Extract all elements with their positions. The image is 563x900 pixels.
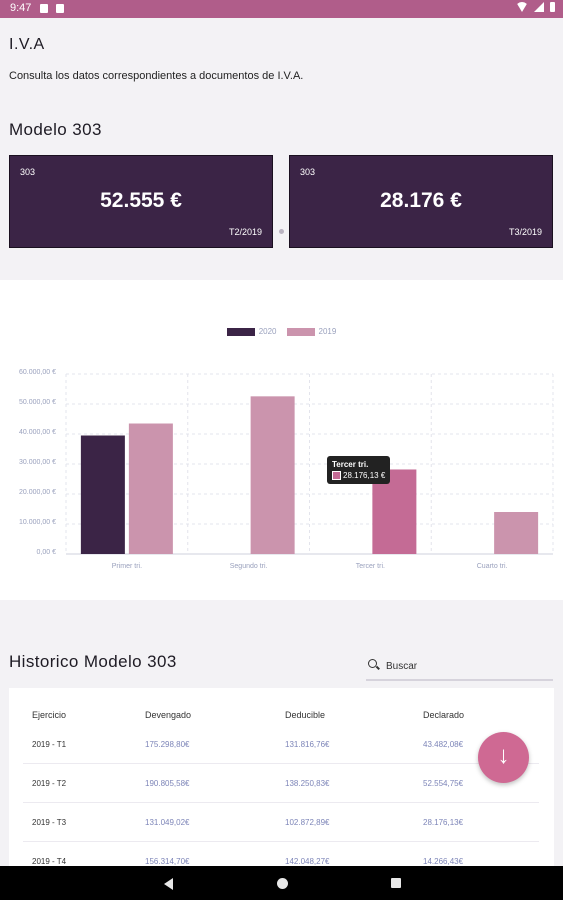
card-label: 303: [20, 167, 36, 177]
carousel-indicator: [279, 229, 284, 234]
cell-devengado: 156.314,70€: [145, 857, 190, 866]
modelo-title: Modelo 303: [9, 120, 102, 139]
status-bar: 9:47: [0, 0, 563, 18]
chart-tooltip: Tercer tri. 28.176,13 €: [327, 456, 391, 484]
page-subtitle: Consulta los datos correspondientes a do…: [9, 70, 304, 82]
y-tick-label: 30.000,00 €: [19, 459, 56, 466]
column-header-ejercicio[interactable]: Ejercicio: [32, 710, 67, 720]
y-tick-label: 60.000,00 €: [19, 369, 56, 376]
home-icon[interactable]: [277, 878, 288, 889]
legend-item-2019[interactable]: 2019: [286, 327, 337, 336]
legend-swatch: [226, 327, 255, 336]
page-title: I.V.A: [9, 36, 45, 53]
bar-2019-1[interactable]: [128, 423, 173, 555]
cell-declarado: 14.266,43€: [423, 857, 464, 866]
x-tick-label: Segundo tri.: [229, 563, 268, 570]
status-time: 9:47: [10, 2, 32, 14]
column-header-deducible[interactable]: Deducible: [285, 710, 326, 720]
card-period: T3/2019: [508, 227, 542, 237]
x-tick-label: Cuarto tri.: [476, 563, 508, 570]
historico-table: Ejercicio Devengado Deducible Declarado …: [9, 688, 554, 868]
bar-2020-1[interactable]: [80, 435, 125, 555]
legend-item-2020[interactable]: 2020: [226, 327, 277, 336]
y-tick-label: 0,00 €: [36, 549, 56, 556]
battery-icon: [550, 2, 555, 12]
recents-icon[interactable]: [391, 878, 401, 888]
x-tick-label: Primer tri.: [111, 563, 143, 570]
signal-icon: [534, 2, 544, 12]
card-value: 52.555 €: [100, 189, 182, 212]
bar-chart: [65, 373, 554, 555]
card-value: 28.176 €: [380, 189, 462, 212]
table-row[interactable]: 2019 - T1 175.298,80€ 131.816,76€ 43.482…: [23, 724, 539, 764]
column-header-devengado[interactable]: Devengado: [145, 710, 192, 720]
cell-devengado: 131.049,02€: [145, 818, 190, 827]
table-row[interactable]: 2019 - T3 131.049,02€ 102.872,89€ 28.176…: [23, 802, 539, 842]
summary-card[interactable]: 303 28.176 € T3/2019: [289, 155, 553, 248]
legend-swatch: [286, 327, 315, 336]
legend-label: 2019: [318, 327, 337, 336]
y-tick-label: 10.000,00 €: [19, 519, 56, 526]
column-header-declarado[interactable]: Declarado: [423, 710, 465, 720]
card-label: 303: [300, 167, 316, 177]
legend-label: 2020: [258, 327, 277, 336]
tooltip-title: Tercer tri.: [332, 460, 369, 469]
y-tick-label: 50.000,00 €: [19, 399, 56, 406]
cell-ejercicio: 2019 - T4: [32, 857, 67, 866]
notification-icon: [40, 4, 48, 13]
cell-declarado: 28.176,13€: [423, 818, 464, 827]
search-icon: [368, 659, 377, 668]
bar-2019-4[interactable]: [494, 512, 539, 554]
tooltip-swatch: [332, 471, 341, 481]
back-icon[interactable]: [164, 878, 173, 890]
cell-deducible: 142.048,27€: [285, 857, 330, 866]
x-tick-label: Tercer tri.: [355, 563, 385, 570]
tooltip-value: 28.176,13 €: [343, 471, 386, 480]
cell-ejercicio: 2019 - T2: [32, 779, 67, 788]
cell-ejercicio: 2019 - T3: [32, 818, 67, 827]
cell-devengado: 175.298,80€: [145, 740, 190, 749]
bar-2019-2[interactable]: [250, 396, 295, 554]
cell-deducible: 138.250,83€: [285, 779, 330, 788]
table-row[interactable]: 2019 - T2 190.805,58€ 138.250,83€ 52.554…: [23, 763, 539, 803]
y-tick-label: 40.000,00 €: [19, 429, 56, 436]
cell-deducible: 131.816,76€: [285, 740, 330, 749]
card-period: T2/2019: [228, 227, 262, 237]
cell-declarado: 43.482,08€: [423, 740, 464, 749]
download-fab[interactable]: ↓: [478, 732, 529, 783]
y-tick-label: 20.000,00 €: [19, 489, 56, 496]
chart-panel: 2020 2019 0,00 € 10.000,00 € 20.000,00 € 30…: [0, 280, 563, 600]
cell-devengado: 190.805,58€: [145, 779, 190, 788]
cell-declarado: 52.554,75€: [423, 779, 464, 788]
wifi-icon: [516, 2, 528, 12]
cell-deducible: 102.872,89€: [285, 818, 330, 827]
summary-card[interactable]: 303 52.555 € T2/2019: [9, 155, 273, 248]
sd-card-icon: [56, 4, 64, 13]
cell-ejercicio: 2019 - T1: [32, 740, 67, 749]
arrow-down-icon: ↓: [497, 742, 510, 769]
system-nav-bar: [0, 866, 563, 900]
historico-title: Historico Modelo 303: [9, 652, 177, 671]
table-row[interactable]: 2019 - T4 156.314,70€ 142.048,27€ 14.266…: [23, 841, 539, 868]
chart-legend: 2020 2019: [0, 327, 563, 336]
search-field[interactable]: [366, 651, 553, 681]
search-input[interactable]: [384, 655, 548, 677]
